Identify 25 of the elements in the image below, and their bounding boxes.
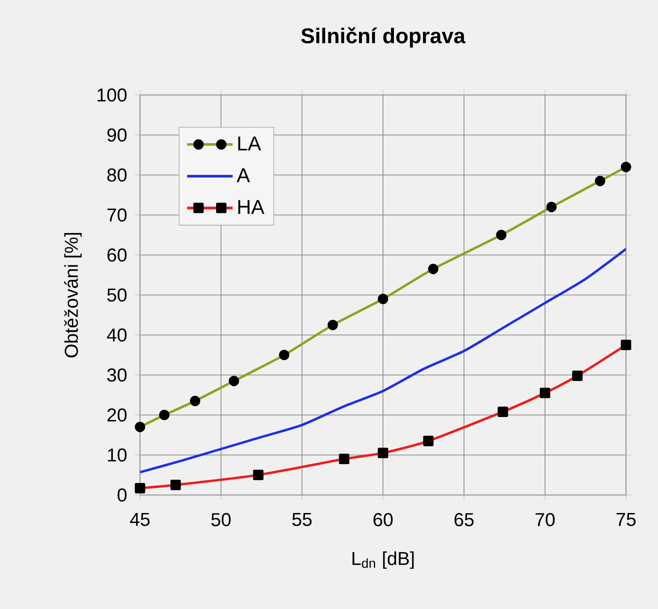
y-tick-label: 40 <box>106 328 127 342</box>
x-tick-label: 55 <box>292 513 312 526</box>
y-tick-label: 90 <box>107 128 127 142</box>
x-axis-title: L$_{dn}$ [dB] <box>352 551 414 569</box>
chart-title: Silniční doprava <box>301 27 466 48</box>
y-tick-label: 20 <box>107 408 127 422</box>
line-series <box>140 248 626 474</box>
y-tick-label: 30 <box>107 368 127 382</box>
y-tick-label: 50 <box>107 288 127 302</box>
legend-label: LA <box>238 136 262 150</box>
x-tick-label: 50 <box>211 513 231 526</box>
legend-label: HA <box>238 200 264 214</box>
x-tick-label: 45 <box>130 513 150 526</box>
y-tick-label: 70 <box>107 208 127 222</box>
y-tick-label: 60 <box>107 248 127 262</box>
y-tick-label: 10 <box>108 448 127 462</box>
x-tick-label: 60 <box>374 513 393 526</box>
y-tick-label: 100 <box>98 88 127 102</box>
y-axis-title: Obtěžováni [%] <box>64 233 82 358</box>
x-tick-label: 70 <box>536 513 555 526</box>
legend-label: A <box>236 168 250 182</box>
y-tick-label: 80 <box>107 168 127 182</box>
x-tick-label: 65 <box>454 513 474 526</box>
y-tick-label: 0 <box>118 488 127 502</box>
x-tick-label: 75 <box>616 513 636 526</box>
